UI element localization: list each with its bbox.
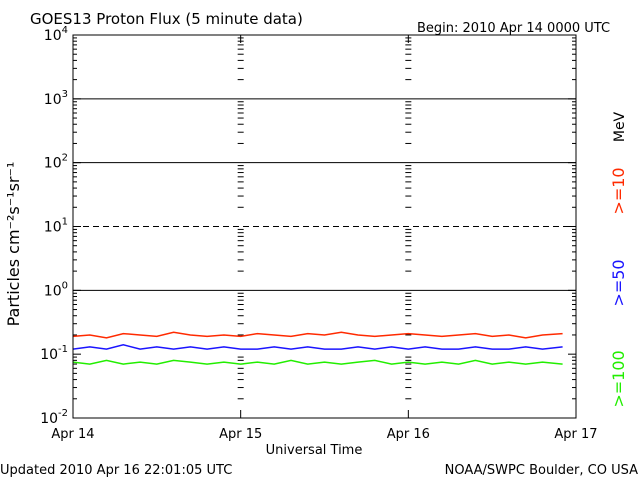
plot-frame <box>72 34 577 419</box>
y-tick-labels: 10-2 10-1 100 101 102 103 104 <box>40 25 68 427</box>
x-axis-label: Universal Time <box>266 443 363 458</box>
x-tick-label: Apr 14 <box>51 427 94 442</box>
series-line <box>72 331 563 339</box>
begin-date: Begin: 2010 Apr 14 0000 UTC <box>417 21 610 36</box>
legend-ge10: >=10 <box>609 167 628 214</box>
legend-ge50: >=50 <box>609 259 628 306</box>
y-tick-label: 10-2 <box>40 408 68 427</box>
y-tick-label: 100 <box>44 280 68 299</box>
x-tick-label: Apr 16 <box>387 427 430 442</box>
y-tick-label: 10-1 <box>40 344 68 363</box>
y-axis-label: Particles cm⁻²s⁻¹sr⁻¹ <box>4 162 23 327</box>
legend-ge100: >=100 <box>609 350 628 407</box>
x-tick-label: Apr 15 <box>219 427 262 442</box>
series-line <box>72 359 563 365</box>
y-tick-label: 102 <box>44 153 68 172</box>
x-tick-label: Apr 17 <box>554 427 597 442</box>
x-tick-labels: Apr 14 Apr 15 Apr 16 Apr 17 <box>51 427 597 442</box>
series-line <box>72 344 563 350</box>
credit-text: NOAA/SWPC Boulder, CO USA <box>445 463 638 478</box>
updated-timestamp: Updated 2010 Apr 16 22:01:05 UTC <box>0 463 232 478</box>
energy-unit-label: MeV <box>612 111 628 142</box>
grid-layer <box>72 34 577 419</box>
chart-title: GOES13 Proton Flux (5 minute data) <box>30 10 303 28</box>
y-tick-label: 103 <box>44 89 68 108</box>
y-tick-label: 101 <box>44 217 68 236</box>
series-layer <box>72 331 563 365</box>
y-tick-label: 104 <box>44 25 68 44</box>
